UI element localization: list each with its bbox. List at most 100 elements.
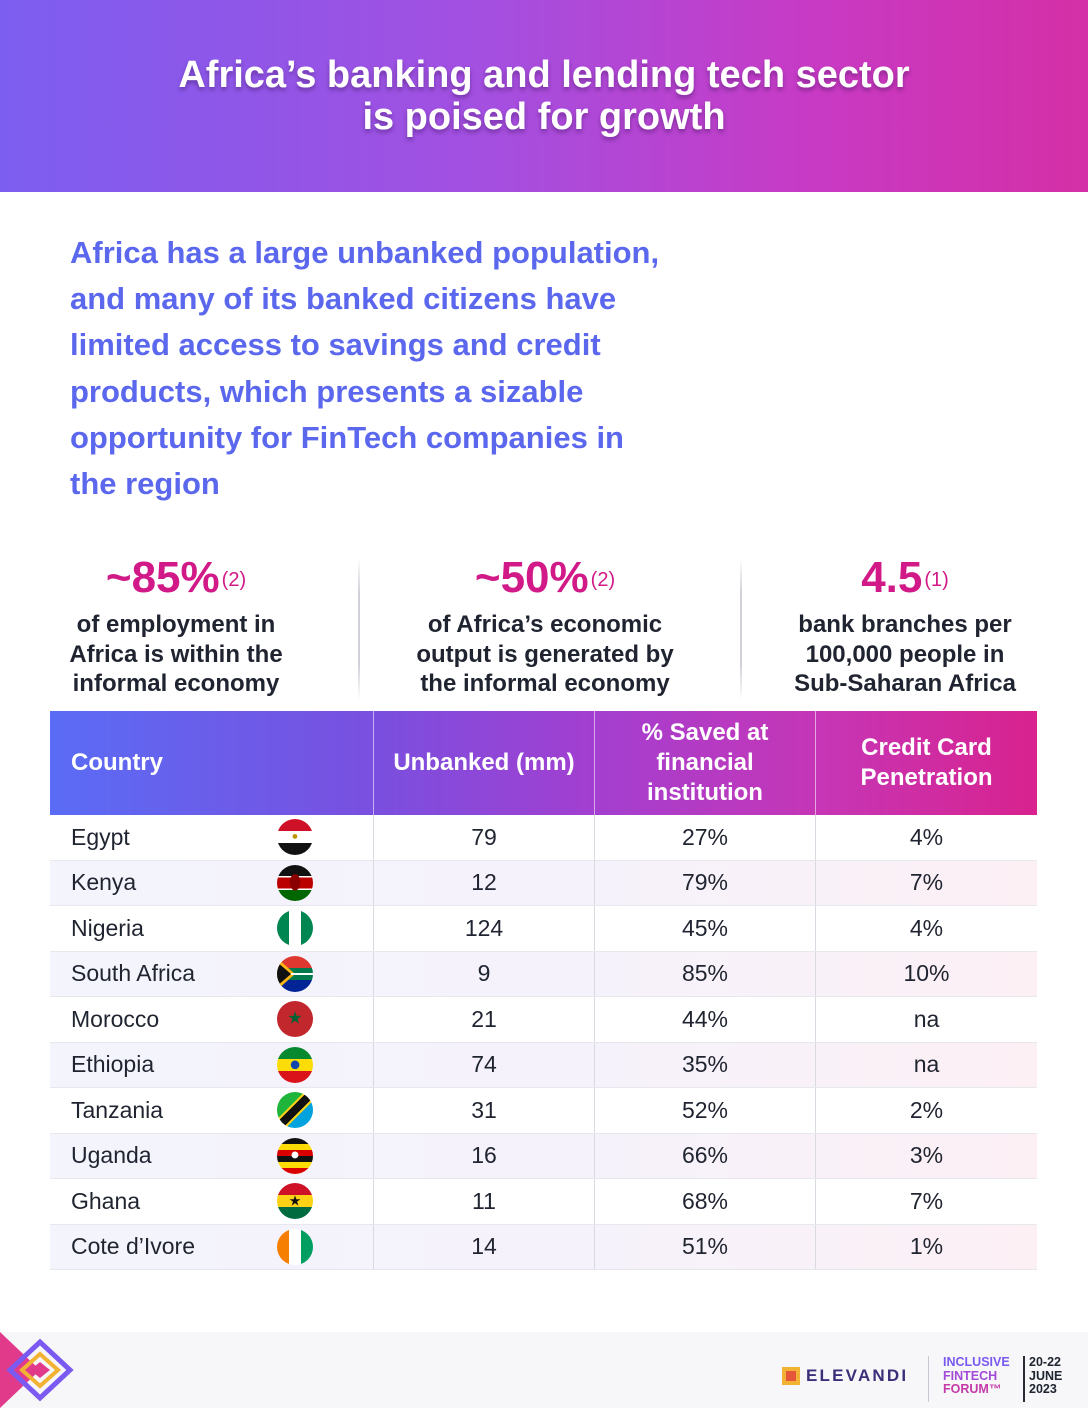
page-title-line-1: Africa’s banking and lending tech sector	[178, 54, 910, 96]
unbanked-cell: 16	[373, 1133, 594, 1178]
intro-line: and many of its banked citizens have	[70, 281, 617, 317]
date-line: 20-22	[1029, 1355, 1061, 1369]
unbanked-cell: 31	[373, 1088, 594, 1133]
country-name: Cote d’Ivore	[71, 1233, 196, 1260]
stat-desc-line: Africa is within the	[69, 640, 283, 668]
stat-divider	[358, 558, 360, 700]
morocco-flag-icon: ★	[277, 1001, 313, 1038]
country-name: Nigeria	[71, 914, 144, 941]
forum-logo-mark-icon	[0, 1332, 74, 1408]
stat-desc-line: informal economy	[72, 670, 280, 697]
event-dates: 20-22 JUNE 2023	[1029, 1355, 1062, 1397]
header-line: Credit Card	[861, 734, 992, 761]
stat-desc-line: Sub-Saharan Africa	[794, 670, 1016, 697]
credit-card-cell: 1%	[815, 1224, 1037, 1269]
country-cell: Kenya ⬮	[50, 861, 373, 906]
country-cell: Uganda ●	[50, 1134, 373, 1179]
credit-card-cell: 2%	[815, 1088, 1037, 1133]
table-row: Nigeria 124 45% 4%	[50, 906, 1037, 952]
column-header-saved: % Saved at financial institution	[594, 711, 815, 815]
unbanked-cell: 124	[373, 906, 594, 951]
stat-footnote: (2)	[221, 569, 247, 591]
header-line: institution	[647, 779, 763, 806]
credit-card-cell: 7%	[815, 860, 1037, 905]
country-cell: Cote d’Ivore	[50, 1225, 373, 1270]
credit-card-cell: na	[815, 1042, 1037, 1087]
country-name: Tanzania	[71, 1096, 164, 1123]
kenya-flag-icon: ⬮	[277, 864, 313, 901]
saved-cell: 35%	[594, 1042, 815, 1087]
stat-description: of employment in Africa is within the in…	[48, 610, 304, 699]
header-line: % Saved at	[641, 719, 769, 746]
page-title-line-2: is poised for growth	[362, 96, 726, 138]
country-name: Morocco	[71, 1005, 160, 1032]
intro-paragraph: Africa has a large unbanked population, …	[70, 230, 710, 507]
country-cell: South Africa	[50, 952, 373, 997]
elevandi-mark-icon	[782, 1367, 800, 1385]
tanzania-flag-icon	[277, 1092, 313, 1129]
country-name: Kenya	[71, 869, 137, 896]
saved-cell: 51%	[594, 1224, 815, 1269]
saved-cell: 85%	[594, 951, 815, 996]
egypt-flag-icon: ●	[277, 819, 313, 856]
table-row: Uganda ● 16 66% 3%	[50, 1133, 1037, 1179]
column-header-country: Country	[71, 749, 163, 776]
nigeria-flag-icon	[277, 910, 313, 947]
country-cell: Egypt ●	[50, 815, 373, 860]
table-row: Egypt ● 79 27% 4%	[50, 815, 1037, 861]
stat-value: 4.5 (1)	[772, 550, 1038, 606]
unbanked-cell: 12	[373, 860, 594, 905]
unbanked-cell: 74	[373, 1042, 594, 1087]
stat-description: bank branches per 100,000 people in Sub-…	[772, 610, 1038, 699]
country-cell: Ethiopia ●	[50, 1043, 373, 1088]
forum-line: FORUM™	[943, 1382, 1002, 1396]
table-row: South Africa 9 85% 10%	[50, 951, 1037, 997]
cote-divoire-flag-icon	[277, 1228, 313, 1265]
stat-informal-employment: ~85% (2) of employment in Africa is withi…	[48, 550, 304, 699]
table-row: Ethiopia ● 74 35% na	[50, 1042, 1037, 1088]
intro-line: products, which presents a sizable	[70, 373, 584, 409]
stat-desc-line: 100,000 people in	[805, 640, 1005, 668]
unbanked-cell: 9	[373, 951, 594, 996]
credit-card-cell: 10%	[815, 951, 1037, 996]
stat-informal-output: ~50% (2) of Africa’s economic output is g…	[400, 550, 690, 699]
stat-number: 4.5	[861, 553, 923, 602]
country-cell: Nigeria	[50, 906, 373, 951]
intro-line: opportunity for FinTech companies in	[70, 419, 624, 455]
country-name: Egypt	[71, 823, 130, 850]
header-line: financial	[656, 749, 754, 776]
header-banner: Africa’s banking and lending tech sector…	[0, 0, 1088, 192]
stat-footnote: (2)	[590, 569, 616, 591]
south-africa-flag-icon	[277, 955, 313, 992]
credit-card-cell: 7%	[815, 1179, 1037, 1224]
stat-number: ~50%	[474, 553, 589, 602]
credit-card-cell: na	[815, 997, 1037, 1042]
unbanked-cell: 14	[373, 1224, 594, 1269]
date-line: 2023	[1029, 1382, 1057, 1396]
stat-number: ~85%	[105, 553, 220, 602]
saved-cell: 27%	[594, 815, 815, 860]
elevandi-logo: ELEVANDI	[782, 1366, 908, 1386]
stat-desc-line: of employment in	[76, 611, 276, 638]
header-line: Penetration	[860, 764, 993, 791]
footer-divider	[1023, 1356, 1025, 1402]
intro-line: the region	[70, 466, 220, 502]
stat-value: ~50% (2)	[400, 550, 690, 606]
column-header-unbanked: Unbanked (mm)	[373, 711, 594, 815]
table-row: Ghana ★ 11 68% 7%	[50, 1179, 1037, 1225]
stat-bank-branches: 4.5 (1) bank branches per 100,000 people …	[772, 550, 1038, 699]
country-banking-table: Country Unbanked (mm) % Saved at financi…	[50, 711, 1037, 1270]
footer: ELEVANDI INCLUSIVE FINTECH FORUM™ 20-22 …	[0, 1332, 1088, 1408]
key-stats: ~85% (2) of employment in Africa is withi…	[0, 550, 1088, 700]
credit-card-cell: 4%	[815, 815, 1037, 860]
country-cell: Morocco ★	[50, 997, 373, 1042]
table-row: Tanzania 31 52% 2%	[50, 1088, 1037, 1134]
saved-cell: 79%	[594, 860, 815, 905]
country-name: Ethiopia	[71, 1051, 155, 1078]
stat-description: of Africa’s economic output is generated…	[400, 610, 690, 699]
country-cell: Ghana ★	[50, 1179, 373, 1224]
country-name: Uganda	[71, 1142, 152, 1169]
unbanked-cell: 21	[373, 997, 594, 1042]
footer-divider	[928, 1356, 929, 1402]
stat-desc-line: of Africa’s economic	[427, 611, 663, 638]
